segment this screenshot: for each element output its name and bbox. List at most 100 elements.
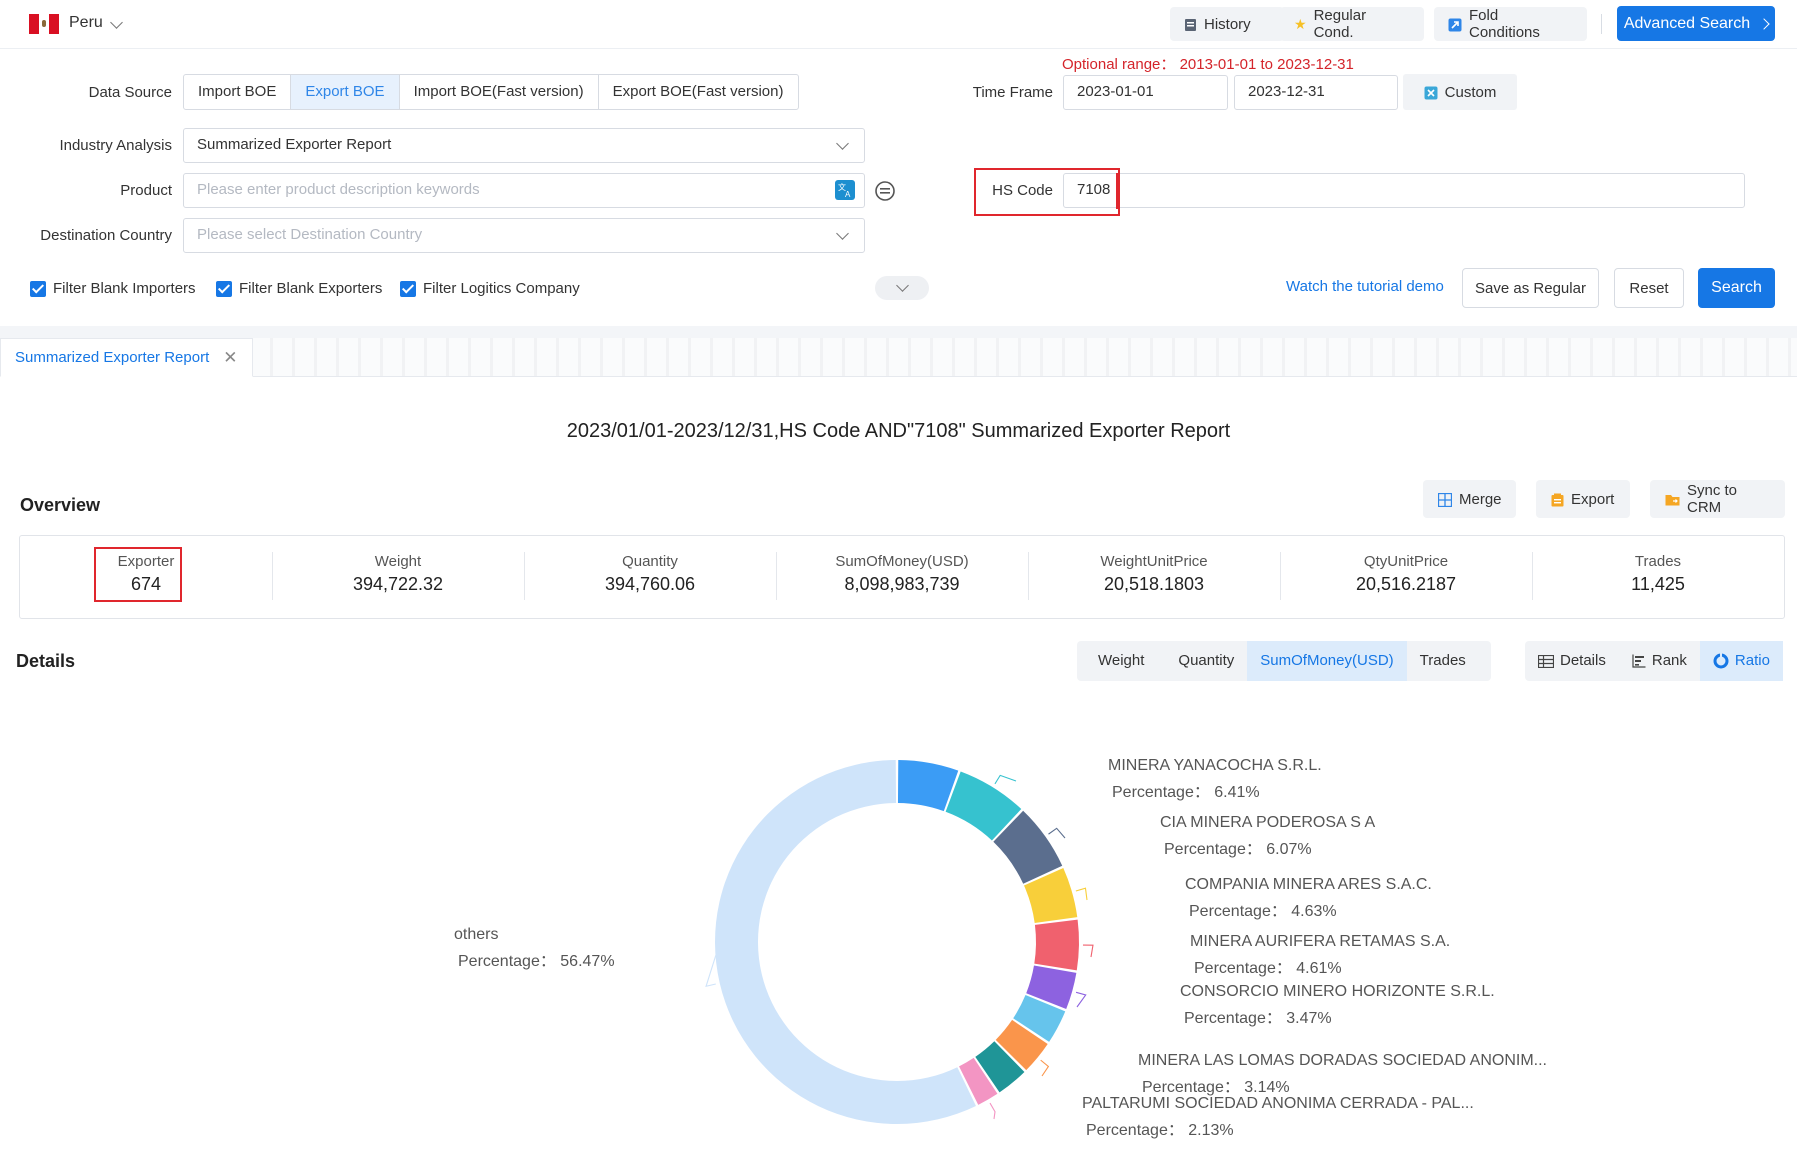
chevron-right-icon (1758, 17, 1770, 30)
peru-flag-icon[interactable] (29, 14, 59, 34)
stat-trades: Trades 11,425 (1532, 536, 1784, 618)
regular-cond-button[interactable]: ★ Regular Cond. (1280, 7, 1424, 41)
stat-value: 674 (130, 574, 162, 594)
chevron-down-icon[interactable] (110, 16, 123, 29)
view-tab-rank-label: Rank (1651, 652, 1687, 669)
stat-sum-of-money: SumOfMoney(USD) 8,098,983,739 (776, 536, 1028, 618)
slice-name-label: CONSORCIO MINERO HORIZONTE S.R.L. (1180, 983, 1495, 1000)
data-source-import-boe[interactable]: Import BOE (184, 75, 292, 109)
custom-label: Custom (1444, 83, 1497, 101)
destination-country-placeholder: Please select Destination Country (197, 226, 423, 243)
slice-name-label: MINERA LAS LOMAS DORADAS SOCIEDAD ANONIM… (1138, 1052, 1547, 1069)
donut-slice-compania-minera-ares-s-a-c[interactable] (1024, 868, 1078, 923)
label-connector-line (994, 774, 1017, 785)
history-label: History (1204, 15, 1251, 33)
keyword-search-icon[interactable] (874, 180, 896, 206)
tutorial-link[interactable]: Watch the tutorial demo (1286, 278, 1444, 295)
view-tab-details[interactable]: Details (1525, 641, 1619, 681)
filter-blank-exporters-checkbox[interactable]: Filter Blank Exporters (216, 280, 382, 297)
section-divider (0, 326, 1797, 338)
donut-slice-minera-yanacocha-s-r-l[interactable] (945, 771, 1022, 841)
export-icon (1551, 491, 1564, 508)
country-selector[interactable]: Peru (69, 14, 103, 31)
ratio-donut-chart: MINERA YANACOCHA S.R.L. Percentage： 6.41%… (454, 757, 1547, 1139)
sync-to-crm-button[interactable]: Sync to CRM (1650, 480, 1785, 518)
reset-button[interactable]: Reset (1614, 268, 1684, 308)
label-connector-line (1075, 991, 1087, 1008)
fold-icon (1448, 16, 1462, 32)
filter-logistics-checkbox[interactable]: Filter Logitics Company (400, 280, 580, 297)
search-button[interactable]: Search (1698, 268, 1775, 308)
metric-tab-trades[interactable]: Trades (1419, 652, 1466, 669)
fold-conditions-label: Fold Conditions (1469, 7, 1540, 41)
label-connector-line (705, 941, 721, 988)
slice-name-label: PALTARUMI SOCIEDAD ANONIMA CERRADA - PAL… (1082, 1095, 1474, 1112)
slice-percentage-label: Percentage： 4.61% (1194, 960, 1342, 977)
slice-percentage-label: Percentage： 4.63% (1189, 903, 1337, 920)
export-label: Export (1571, 490, 1615, 508)
view-tab-rank[interactable]: Rank (1619, 641, 1700, 681)
custom-button[interactable]: Custom (1403, 74, 1517, 110)
advanced-search-label: Advanced Search (1623, 14, 1751, 32)
slice-name-label: CIA MINERA PODEROSA S A (1160, 814, 1376, 831)
slice-percentage-label: Percentage： 3.14% (1142, 1079, 1290, 1096)
end-date-input[interactable]: 2023-12-31 (1234, 75, 1398, 110)
filter-blank-exporters-label: Filter Blank Exporters (239, 280, 383, 297)
rank-icon (1632, 641, 1646, 681)
data-source-export-boe-fast[interactable]: Export BOE(Fast version) (612, 83, 784, 100)
hs-code-input[interactable]: 7108 (1063, 173, 1745, 208)
metric-tab-quantity[interactable]: Quantity (1178, 652, 1235, 669)
product-input[interactable]: Please enter product description keyword… (183, 173, 865, 208)
data-source-import-boe-fast[interactable]: Import BOE(Fast version) (400, 75, 599, 109)
filter-logistics-label: Filter Logitics Company (423, 280, 580, 297)
history-button[interactable]: History (1170, 7, 1284, 41)
table-icon (1538, 641, 1554, 681)
tab-summarized-exporter-report[interactable]: Summarized Exporter Report ✕ (0, 338, 253, 377)
stat-value: 11,425 (1631, 574, 1685, 594)
stat-label: Weight (374, 553, 422, 570)
donut-slice-minera-las-lomas-doradas-sociedad-anonim[interactable] (995, 1019, 1048, 1071)
stat-label: Exporter (117, 553, 175, 570)
advanced-search-button[interactable]: Advanced Search (1617, 6, 1775, 41)
industry-analysis-label: Industry Analysis (59, 137, 172, 154)
donut-slice-paltarumi-sociedad-anonima-cerrada-pal[interactable] (959, 1057, 998, 1105)
slice-name-label: COMPANIA MINERA ARES S.A.C. (1185, 876, 1432, 893)
stat-label: Trades (1634, 553, 1682, 570)
overview-stats: Exporter 674 Weight 394,722.32 Quantity 394… (19, 535, 1785, 619)
filter-blank-importers-checkbox[interactable]: Filter Blank Importers (30, 280, 196, 297)
slice-percentage-label: Percentage： 6.41% (1112, 784, 1260, 801)
stat-value: 20,516.2187 (1355, 574, 1457, 594)
stat-exporter: Exporter 674 (20, 536, 272, 618)
donut-slice-0[interactable] (897, 760, 959, 812)
metric-tab-sum-of-money[interactable]: SumOfMoney(USD) (1247, 641, 1407, 681)
donut-slice-8[interactable] (975, 1041, 1025, 1093)
data-source-segmented: Import BOE Export BOE Import BOE(Fast ve… (183, 74, 799, 110)
merge-button[interactable]: Merge (1423, 480, 1516, 518)
donut-slice-minera-aurifera-retamas-s-a[interactable] (1034, 919, 1079, 971)
save-as-regular-button[interactable]: Save as Regular (1462, 268, 1599, 308)
expand-toggle[interactable] (875, 276, 929, 300)
stat-qty-unit-price: QtyUnitPrice 20,516.2187 (1280, 536, 1532, 618)
stat-value: 8,098,983,739 (844, 574, 960, 594)
close-icon[interactable]: ✕ (223, 347, 238, 367)
label-connector-line (1048, 827, 1066, 839)
merge-label: Merge (1459, 490, 1502, 508)
industry-analysis-select[interactable]: Summarized Exporter Report (183, 128, 865, 163)
slice-percentage-label: Percentage： 3.47% (1184, 1010, 1332, 1027)
donut-slice-cia-minera-poderosa-s-a[interactable] (993, 810, 1063, 884)
destination-country-select[interactable]: Please select Destination Country (183, 218, 865, 253)
details-heading: Details (16, 651, 76, 671)
chevron-down-icon (836, 137, 849, 150)
fold-conditions-button[interactable]: Fold Conditions (1434, 7, 1587, 41)
view-tab-ratio[interactable]: Ratio (1699, 641, 1783, 681)
start-date-input[interactable]: 2023-01-01 (1063, 75, 1228, 110)
donut-slice-others[interactable] (715, 760, 976, 1124)
donut-slice-consorcio-minero-horizonte-s-r-l[interactable] (1026, 965, 1077, 1010)
view-tabs: Details Rank Ratio (1525, 641, 1783, 681)
data-source-export-boe[interactable]: Export BOE (291, 75, 400, 109)
report-title: 2023/01/01-2023/12/31,HS Code AND"7108" … (566, 420, 1231, 442)
metric-tab-weight[interactable]: Weight (1098, 652, 1145, 669)
export-button[interactable]: Export (1536, 480, 1630, 518)
donut-slice-6[interactable] (1013, 995, 1066, 1042)
